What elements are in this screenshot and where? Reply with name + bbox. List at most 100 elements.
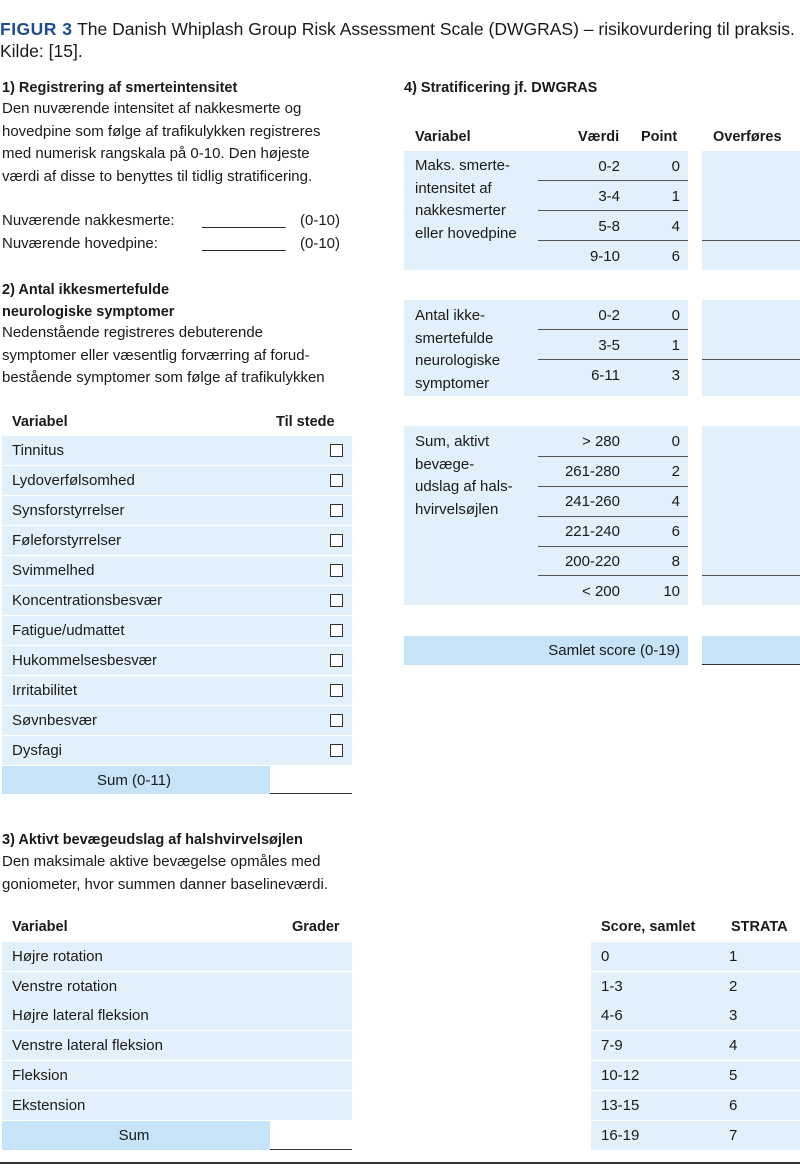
strat-point: 4 [671, 493, 680, 510]
divider [538, 329, 688, 330]
headache-blank[interactable]: __________ [202, 235, 286, 252]
checkbox[interactable] [330, 474, 343, 487]
divider [702, 240, 800, 241]
bottom-rule [0, 1162, 800, 1164]
neck-pain-label: Nuværende nakkesmerte: [2, 212, 175, 229]
strata-row: 4-6 3 [591, 1001, 800, 1030]
strat-value: 200-220 [564, 553, 620, 570]
section2-heading-line: 2) Antal ikkesmertefulde [2, 282, 170, 298]
symptom-row: Synsforstyrrelser [2, 496, 352, 525]
symptom-label: Hukommelsesbesvær [12, 652, 158, 669]
rom-row: Højre lateral fleksion [2, 1001, 352, 1030]
rom-label: Venstre rotation [12, 978, 118, 995]
strat-transfer-pain[interactable] [702, 151, 800, 270]
strat-value: 6-11 [591, 367, 620, 384]
divider [538, 546, 688, 547]
strata-value: 7 [729, 1127, 738, 1144]
total-score-field[interactable] [702, 636, 800, 665]
rom-sum-field[interactable] [270, 1121, 352, 1150]
symptom-label: Fatigue/udmattet [12, 622, 125, 639]
strata-score: 16-19 [601, 1127, 640, 1144]
strat-point: 2 [671, 463, 680, 480]
symptom-sum-label: Sum (0-11) [97, 771, 171, 789]
label-line: symptomer [415, 374, 490, 392]
strata-row: 7-9 4 [591, 1031, 800, 1060]
rom-sum-label: Sum [118, 1127, 150, 1144]
strata-row: 1-3 2 [591, 972, 800, 1001]
symptom-label: Dysfagi [12, 742, 63, 759]
strata-value: 3 [729, 1007, 738, 1024]
total-score-label: Samlet score (0-19) [548, 642, 680, 659]
checkbox[interactable] [330, 714, 343, 727]
section1-line: værdi af disse to benyttes til tidlig st… [2, 167, 313, 185]
rom-row: Fleksion [2, 1061, 352, 1090]
label-line: smertefulde [415, 329, 494, 347]
rom-col-degrees: Grader [292, 919, 340, 935]
section2-line: Nedenstående registreres debuterende [2, 324, 264, 341]
strat-group-label: Antal ikke- smertefulde neurologiske sym… [415, 305, 500, 395]
strat-point: 4 [671, 218, 680, 235]
checkbox[interactable] [330, 444, 343, 457]
strat-value: 221-240 [564, 523, 620, 540]
checkbox[interactable] [330, 624, 343, 637]
checkbox[interactable] [330, 534, 343, 547]
rom-label: Højre lateral fleksion [12, 1007, 149, 1024]
strat-point: 0 [671, 307, 680, 324]
figure-label: FIGUR 3 [0, 19, 73, 39]
checkbox[interactable] [330, 594, 343, 607]
rom-row: Højre rotation [2, 942, 352, 971]
label-line: Maks. smerte- [415, 157, 511, 174]
strata-value: 6 [729, 1097, 738, 1114]
divider [538, 210, 688, 211]
strat-point: 0 [671, 158, 680, 175]
neck-pain-field[interactable]: Nuværende nakkesmerte: __________ (0-10) [2, 210, 340, 233]
strat-group-symptoms [404, 300, 688, 396]
rom-row: Ekstension [2, 1091, 352, 1120]
headache-range: (0-10) [300, 235, 341, 252]
strata-value: 5 [729, 1067, 738, 1084]
rom-label: Fleksion [12, 1067, 68, 1084]
label-line: nakkesmerter [415, 202, 506, 219]
divider [538, 516, 688, 517]
neck-pain-blank[interactable]: __________ [202, 212, 286, 229]
strat-value: 3-4 [598, 188, 620, 205]
strat-transfer-symptoms[interactable] [702, 300, 800, 396]
checkbox[interactable] [330, 504, 343, 517]
checkbox[interactable] [330, 564, 343, 577]
strat-point: 10 [663, 583, 680, 600]
strata-col-strata: STRATA [731, 919, 788, 935]
label-line: neurologiske [415, 352, 501, 369]
symptom-label: Lydoverfølsomhed [12, 472, 135, 489]
symptom-label: Svimmelhed [12, 562, 95, 579]
headache-field[interactable]: Nuværende hovedpine: __________ (0-10) [2, 233, 340, 256]
figure-caption: FIGUR 3 The Danish Whiplash Group Risk A… [0, 18, 800, 62]
strat-group-label: Maks. smerte- intensitet af nakkesmerter… [415, 155, 517, 245]
checkbox[interactable] [330, 684, 343, 697]
section2-heading-line: neurologiske symptomer [2, 304, 175, 320]
strata-col-score: Score, samlet [601, 919, 696, 935]
section4-heading: 4) Stratificering jf. DWGRAS [404, 80, 598, 96]
label-line: eller hovedpine [415, 224, 517, 242]
strata-score: 13-15 [601, 1097, 640, 1114]
checkbox[interactable] [330, 744, 343, 757]
divider [538, 180, 688, 181]
strat-point: 6 [671, 523, 680, 540]
section2-line: bestående symptomer som følge af trafiku… [2, 369, 325, 386]
symptom-label: Koncentrationsbesvær [12, 592, 163, 609]
strat-col-point: Point [641, 129, 678, 145]
strat-group-label: Sum, aktivt bevæge- udslag af hals- hvir… [415, 431, 513, 521]
symptom-row: Dysfagi [2, 736, 352, 765]
divider [538, 486, 688, 487]
symptom-sum-field[interactable] [270, 766, 352, 794]
divider [702, 575, 800, 576]
rom-label: Venstre lateral fleksion [12, 1037, 163, 1054]
section1-heading: 1) Registrering af smerteintensitet [2, 80, 238, 96]
strata-score: 4-6 [601, 1007, 623, 1024]
strata-score: 1-3 [601, 978, 623, 995]
checkbox[interactable] [330, 654, 343, 667]
strata-score: 0 [601, 948, 610, 965]
rom-row: Venstre lateral fleksion [2, 1031, 352, 1060]
strat-transfer-rom[interactable] [702, 426, 800, 605]
rom-col-variable: Variabel [12, 919, 68, 935]
strata-value: 2 [729, 978, 738, 995]
